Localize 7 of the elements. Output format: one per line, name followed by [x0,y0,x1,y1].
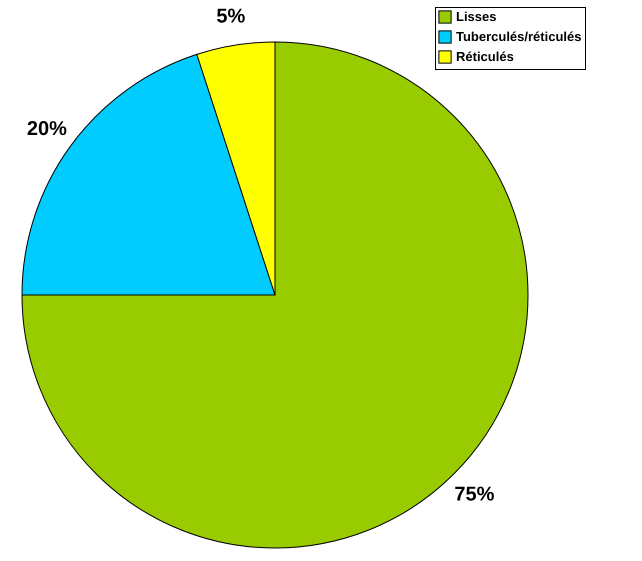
legend-label: Réticulés [456,49,514,64]
pie-slice [22,42,528,548]
legend-label: Lisses [456,9,496,24]
legend-label: Tuberculés/réticulés [456,29,582,44]
data-label: 75% [454,483,495,506]
data-label: 5% [216,5,246,28]
data-label: 20% [26,118,68,140]
